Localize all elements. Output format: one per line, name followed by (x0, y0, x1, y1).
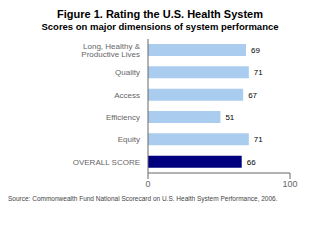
svg-text:67: 67 (248, 91, 257, 100)
svg-text:Quality: Quality (115, 68, 140, 77)
svg-text:Equity: Equity (118, 135, 140, 144)
svg-text:71: 71 (254, 68, 263, 77)
svg-text:Access: Access (114, 91, 140, 100)
svg-text:51: 51 (225, 113, 234, 122)
svg-text:100: 100 (282, 179, 297, 189)
svg-text:69: 69 (251, 46, 260, 55)
html-text:Source: Commonwealth Fund Nati: Source: Commonwealth Fund National Score… (8, 195, 278, 202)
svg-text:66: 66 (247, 158, 256, 167)
svg-text:71: 71 (254, 135, 263, 144)
svg-text:OVERALL SCORE: OVERALL SCORE (73, 158, 140, 167)
svg-text:Efficiency: Efficiency (106, 113, 140, 122)
html-text:Figure 1. Rating the U.S. Heal: Figure 1. Rating the U.S. Health System (57, 8, 263, 20)
svg-text:Long, Healthy &Productive Live: Long, Healthy &Productive Lives (81, 42, 140, 59)
html-text:Scores on major dimensions of: Scores on major dimensions of system per… (41, 21, 279, 32)
svg-text:0: 0 (145, 179, 150, 189)
